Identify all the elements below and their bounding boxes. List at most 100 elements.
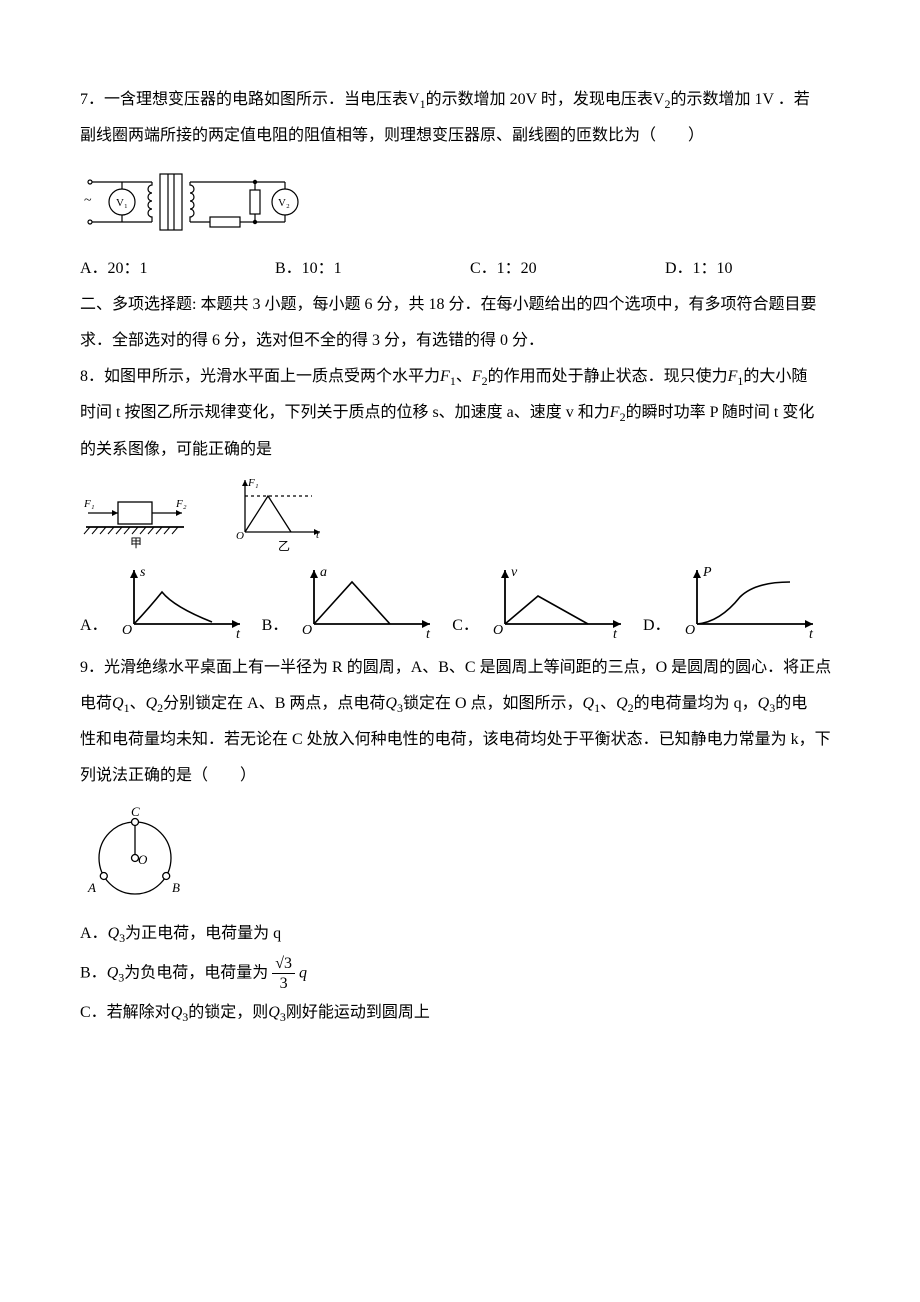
- svg-text:F₁: F₁: [83, 498, 95, 510]
- q8-line3: 的关系图像，可能正确的是: [80, 434, 860, 466]
- q7-circuit-diagram: ~ V₁: [80, 160, 860, 245]
- q9-ob-q3: Q: [107, 964, 119, 981]
- svg-text:O: O: [685, 623, 695, 638]
- q9-line4: 列说法正确的是（ ）: [80, 760, 860, 792]
- q9-l2b: 分别锁定在 A、B 两点，点电荷: [163, 695, 385, 712]
- q9-oa-b: 为正电荷，电荷量为 q: [125, 925, 281, 942]
- section2-line2: 求．全部选对的得 6 分，选对但不全的得 3 分，有选错的得 0 分．: [80, 325, 860, 357]
- q8-l1c: 的大小随: [743, 368, 807, 385]
- q9-s2: 、: [600, 695, 616, 712]
- q9-ob-a: B．: [80, 964, 107, 981]
- svg-text:P: P: [702, 565, 712, 580]
- q9-opt-a: A．Q3为正电荷，电荷量为 q: [80, 918, 860, 950]
- svg-text:~: ~: [84, 193, 92, 208]
- q8-diagram-yi: F₁ t O 乙: [230, 474, 330, 552]
- q9-q3: Q: [385, 695, 397, 712]
- svg-text:F₂: F₂: [175, 498, 187, 510]
- q8-line1: 8．如图甲所示，光滑水平面上一质点受两个水平力F1、F2的作用而处于静止状态．现…: [80, 361, 860, 393]
- q7-text-a: 一含理想变压器的电路如图所示．当电压表: [104, 91, 408, 108]
- svg-text:V₁: V₁: [116, 197, 128, 209]
- q9-q2b: Q: [616, 695, 628, 712]
- q8-f2: F: [472, 368, 482, 385]
- q8-opt-a-label: A．: [80, 610, 108, 642]
- q9-q1b: Q: [583, 695, 595, 712]
- q9-oc-c: 刚好能运动到圆周上: [286, 1004, 430, 1021]
- q8-sep1: 、: [456, 368, 472, 385]
- svg-text:a: a: [320, 565, 327, 580]
- q9-opt-c: C．若解除对Q3的锁定，则Q3刚好能运动到圆周上: [80, 997, 860, 1029]
- svg-text:t: t: [236, 627, 241, 642]
- svg-text:t: t: [613, 627, 618, 642]
- q8-f1: F: [440, 368, 450, 385]
- q8-f2b: F: [610, 404, 620, 421]
- q8-l2a: 时间 t 按图乙所示规律变化，下列关于质点的位移 s、加速度 a、速度 v 和力: [80, 404, 610, 421]
- q9-oc-q3: Q: [171, 1004, 183, 1021]
- q9-line2: 电荷Q1、Q2分别锁定在 A、B 两点，点电荷Q3锁定在 O 点，如图所示，Q1…: [80, 688, 860, 720]
- q9-q1: Q: [112, 695, 124, 712]
- q7-text-b: 的示数增加 20V 时，发现电压表: [426, 91, 653, 108]
- q9-l1: 光滑绝缘水平桌面上有一半径为 R 的圆周，A、B、C 是圆周上等间距的三点，O …: [104, 659, 831, 676]
- svg-text:F₁: F₁: [247, 477, 259, 489]
- svg-text:O: O: [138, 852, 148, 867]
- q7-opt-b: B．10：1: [275, 253, 470, 285]
- q9-oa-a: A．: [80, 925, 108, 942]
- q9-number: 9．: [80, 659, 104, 676]
- svg-text:O: O: [302, 623, 312, 638]
- q9-oc-q3b: Q: [268, 1004, 280, 1021]
- svg-text:t: t: [426, 627, 431, 642]
- svg-text:V₂: V₂: [278, 197, 290, 209]
- q9-ob-den: 3: [272, 974, 295, 993]
- q8-l1b: 的作用而处于静止状态．现只使力: [488, 368, 728, 385]
- svg-text:O: O: [122, 623, 132, 638]
- q9-l2e: 的电: [775, 695, 807, 712]
- svg-text:t: t: [316, 529, 320, 541]
- q7-v2: V2: [653, 91, 671, 108]
- q8-l2b: 的瞬时功率 P 随时间 t 变化: [626, 404, 815, 421]
- q8-opt-d-label: D．: [643, 610, 671, 642]
- q8-opt-b-label: B．: [262, 610, 289, 642]
- svg-text:t: t: [809, 627, 814, 642]
- q9-opt-b: B．Q3为负电荷，电荷量为 √3 3 q: [80, 954, 860, 993]
- svg-text:乙: 乙: [278, 539, 290, 552]
- q7-opt-d: D．1：10: [665, 253, 860, 285]
- q9-circle-diagram: C O A B: [80, 800, 860, 910]
- q7-number: 7．: [80, 91, 104, 108]
- q7-options: A．20：1 B．10：1 C．1：20 D．1：10: [80, 253, 860, 285]
- q7-line1: 7．一含理想变压器的电路如图所示．当电压表V1的示数增加 20V 时，发现电压表…: [80, 84, 860, 116]
- q9-line3: 性和电荷量均未知．若无论在 C 处放入何种电性的电荷，该电荷均处于平衡状态．已知…: [80, 724, 860, 756]
- q9-line1: 9．光滑绝缘水平桌面上有一半径为 R 的圆周，A、B、C 是圆周上等间距的三点，…: [80, 652, 860, 684]
- q8-l1a: 如图甲所示，光滑水平面上一质点受两个水平力: [104, 368, 440, 385]
- q8-line2: 时间 t 按图乙所示规律变化，下列关于质点的位移 s、加速度 a、速度 v 和力…: [80, 397, 860, 429]
- q7-opt-a: A．20：1: [80, 253, 275, 285]
- q7-v1: V1: [408, 91, 426, 108]
- q9-ob-num: √3: [272, 954, 295, 974]
- q8-graph-c: C． v t O: [452, 562, 633, 642]
- q9-q3b: Q: [758, 695, 770, 712]
- q9-l2a: 电荷: [80, 695, 112, 712]
- q8-graph-d: D． P t O: [643, 562, 825, 642]
- q7-text-c: 的示数增加 1V ．若: [670, 91, 809, 108]
- q9-l2d: 的电荷量均为 q，: [634, 695, 758, 712]
- q9-q2: Q: [146, 695, 158, 712]
- svg-text:O: O: [493, 623, 503, 638]
- q7-line2: 副线圈两端所接的两定值电阻的阻值相等，则理想变压器原、副线圈的匝数比为（ ）: [80, 120, 860, 152]
- svg-text:v: v: [511, 565, 518, 580]
- q8-opt-c-label: C．: [452, 610, 479, 642]
- q9-oa-q3: Q: [108, 925, 120, 942]
- q9-l2c: 锁定在 O 点，如图所示，: [403, 695, 583, 712]
- q8-option-graphs: A． s t O B． a t O C．: [80, 562, 860, 642]
- q8-f1b: F: [728, 368, 738, 385]
- svg-text:C: C: [131, 804, 140, 819]
- q9-ob-frac: √3 3: [272, 954, 295, 993]
- svg-text:O: O: [236, 530, 244, 542]
- q8-graph-a: A． s t O: [80, 562, 252, 642]
- svg-text:A: A: [87, 880, 96, 895]
- svg-text:s: s: [140, 565, 146, 580]
- q9-oc-a: C．若解除对: [80, 1004, 171, 1021]
- q9-ob-c: q: [299, 964, 307, 981]
- q9-oc-b: 的锁定，则: [188, 1004, 268, 1021]
- q8-diagram-jia: F₁ F₂ 甲: [80, 487, 190, 552]
- q8-graph-b: B． a t O: [262, 562, 443, 642]
- q8-jia-caption: 甲: [130, 536, 142, 550]
- q8-setup-diagrams: F₁ F₂ 甲 F₁ t O 乙: [80, 474, 860, 552]
